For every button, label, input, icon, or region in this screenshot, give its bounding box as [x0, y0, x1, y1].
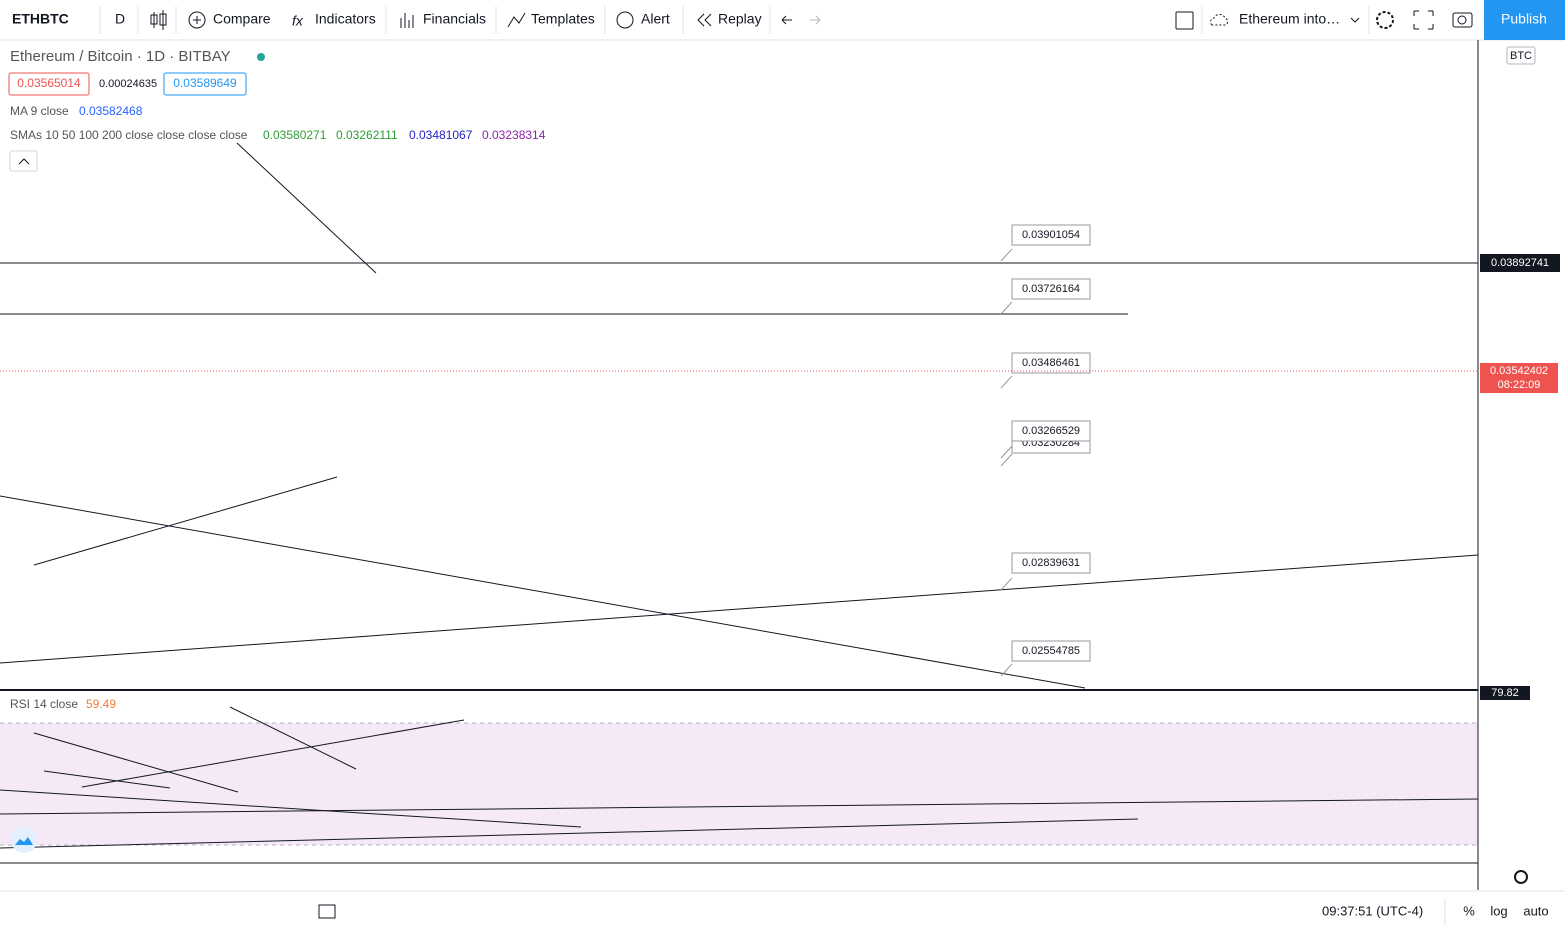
log-toggle[interactable]: log	[1490, 903, 1507, 918]
rsi-value: 59.49	[86, 697, 116, 711]
drawing-label: 0.03726164	[1022, 283, 1080, 295]
sma-value: 0.03238314	[482, 128, 546, 142]
legend-title: Ethereum / Bitcoin · 1D · BITBAY	[10, 48, 231, 65]
last-price-tag: 0.03542402	[1490, 365, 1548, 377]
drawing-label: 0.03486461	[1022, 357, 1080, 369]
rsi-name: RSI 14 close	[10, 697, 78, 711]
chart-type-icon[interactable]	[150, 10, 167, 30]
goto-date[interactable]	[318, 904, 336, 919]
percent-toggle[interactable]: %	[1463, 903, 1475, 918]
financials-icon[interactable]	[400, 13, 414, 28]
line-price-tag: 0.03892741	[1491, 257, 1549, 269]
compare-icon[interactable]	[188, 11, 206, 29]
publish-label[interactable]: Publish	[1501, 11, 1547, 27]
cloud-icon	[1210, 13, 1229, 26]
sma-value: 0.03580271	[263, 128, 327, 142]
layout-name[interactable]: Ethereum into…	[1239, 11, 1340, 27]
drawing-label: 0.02839631	[1022, 557, 1080, 569]
indicators-icon[interactable]: fx	[292, 13, 304, 29]
scale-settings[interactable]	[1514, 870, 1528, 884]
spread: 0.00024635	[99, 78, 157, 90]
clock: 09:37:51 (UTC-4)	[1322, 903, 1423, 918]
snapshot[interactable]	[1452, 12, 1473, 28]
drawing-label: 0.03901054	[1022, 229, 1080, 241]
fullscreen[interactable]	[1413, 10, 1434, 30]
redo[interactable]	[810, 15, 821, 25]
settings[interactable]	[1376, 11, 1394, 29]
undo[interactable]	[781, 15, 792, 25]
alert-button[interactable]: Alert	[641, 11, 670, 27]
indicators-button[interactable]: Indicators	[315, 11, 376, 27]
rsi-band	[0, 723, 1478, 845]
logo[interactable]	[11, 827, 37, 853]
drawing-label: 0.03266529	[1022, 425, 1080, 437]
drawing-label: 0.02554785	[1022, 645, 1080, 657]
drawing-labels: 0.03901054 0.03726164 0.03486461 0.03230…	[1011, 224, 1091, 662]
drawings	[0, 142, 1479, 849]
bid[interactable]: 0.03565014	[17, 76, 81, 90]
templates-button[interactable]: Templates	[531, 11, 595, 27]
publish-button[interactable]	[1484, 0, 1565, 40]
rsi-marker: 79.82	[1491, 687, 1519, 699]
templates-icon[interactable]	[507, 12, 526, 28]
sma-value: 0.03481067	[409, 128, 473, 142]
interval[interactable]: D	[115, 11, 125, 27]
ask[interactable]: 0.03589649	[173, 76, 237, 90]
currency: BTC	[1510, 50, 1532, 62]
symbol[interactable]: ETHBTC	[12, 11, 69, 27]
financials-button[interactable]: Financials	[423, 11, 486, 27]
countdown: 08:22:09	[1498, 379, 1541, 391]
replay-icon[interactable]	[697, 13, 712, 27]
replay-button[interactable]: Replay	[718, 11, 762, 27]
smas-name: SMAs 10 50 100 200 close close close clo…	[10, 128, 248, 142]
sma-value: 0.03262111	[336, 128, 398, 142]
ma9-value: 0.03582468	[79, 104, 143, 118]
fullscreen-toggle[interactable]	[1175, 11, 1194, 30]
auto-toggle[interactable]: auto	[1523, 903, 1548, 918]
alert-icon[interactable]	[616, 11, 634, 29]
collapse-legend[interactable]	[9, 150, 38, 172]
compare-button[interactable]: Compare	[213, 11, 271, 27]
ma9-name: MA 9 close	[10, 104, 69, 118]
